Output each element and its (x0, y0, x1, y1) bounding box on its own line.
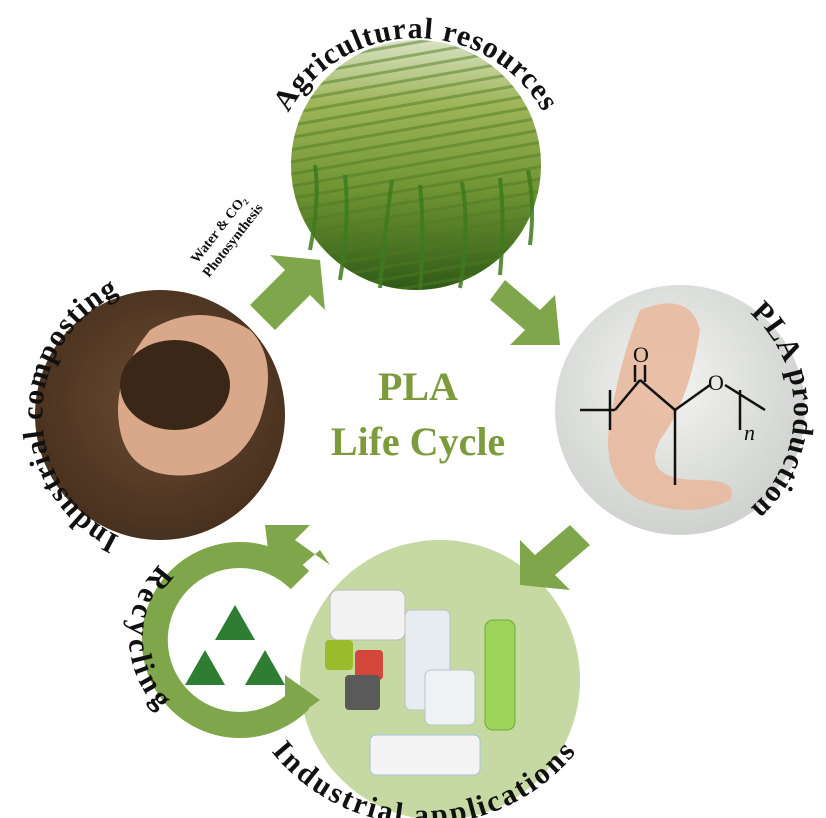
pla-production-image: O O n (555, 285, 805, 535)
composting-image (35, 290, 285, 540)
stage-label: Recycling (122, 560, 180, 716)
recycling-symbol (141, 542, 320, 738)
ester-oxygen: O (708, 370, 724, 395)
agriculture-image (291, 40, 541, 291)
repeat-unit: n (744, 420, 755, 445)
center-title: PLA (378, 364, 458, 409)
stage-label-path: Recycling (122, 560, 179, 716)
cycle-arrows (250, 255, 590, 590)
applications-image (300, 540, 580, 818)
center-title: Life Cycle (331, 419, 505, 464)
carbonyl-oxygen: O (633, 342, 649, 367)
annotation: Water & CO₂ Photosynthesis (188, 193, 267, 280)
